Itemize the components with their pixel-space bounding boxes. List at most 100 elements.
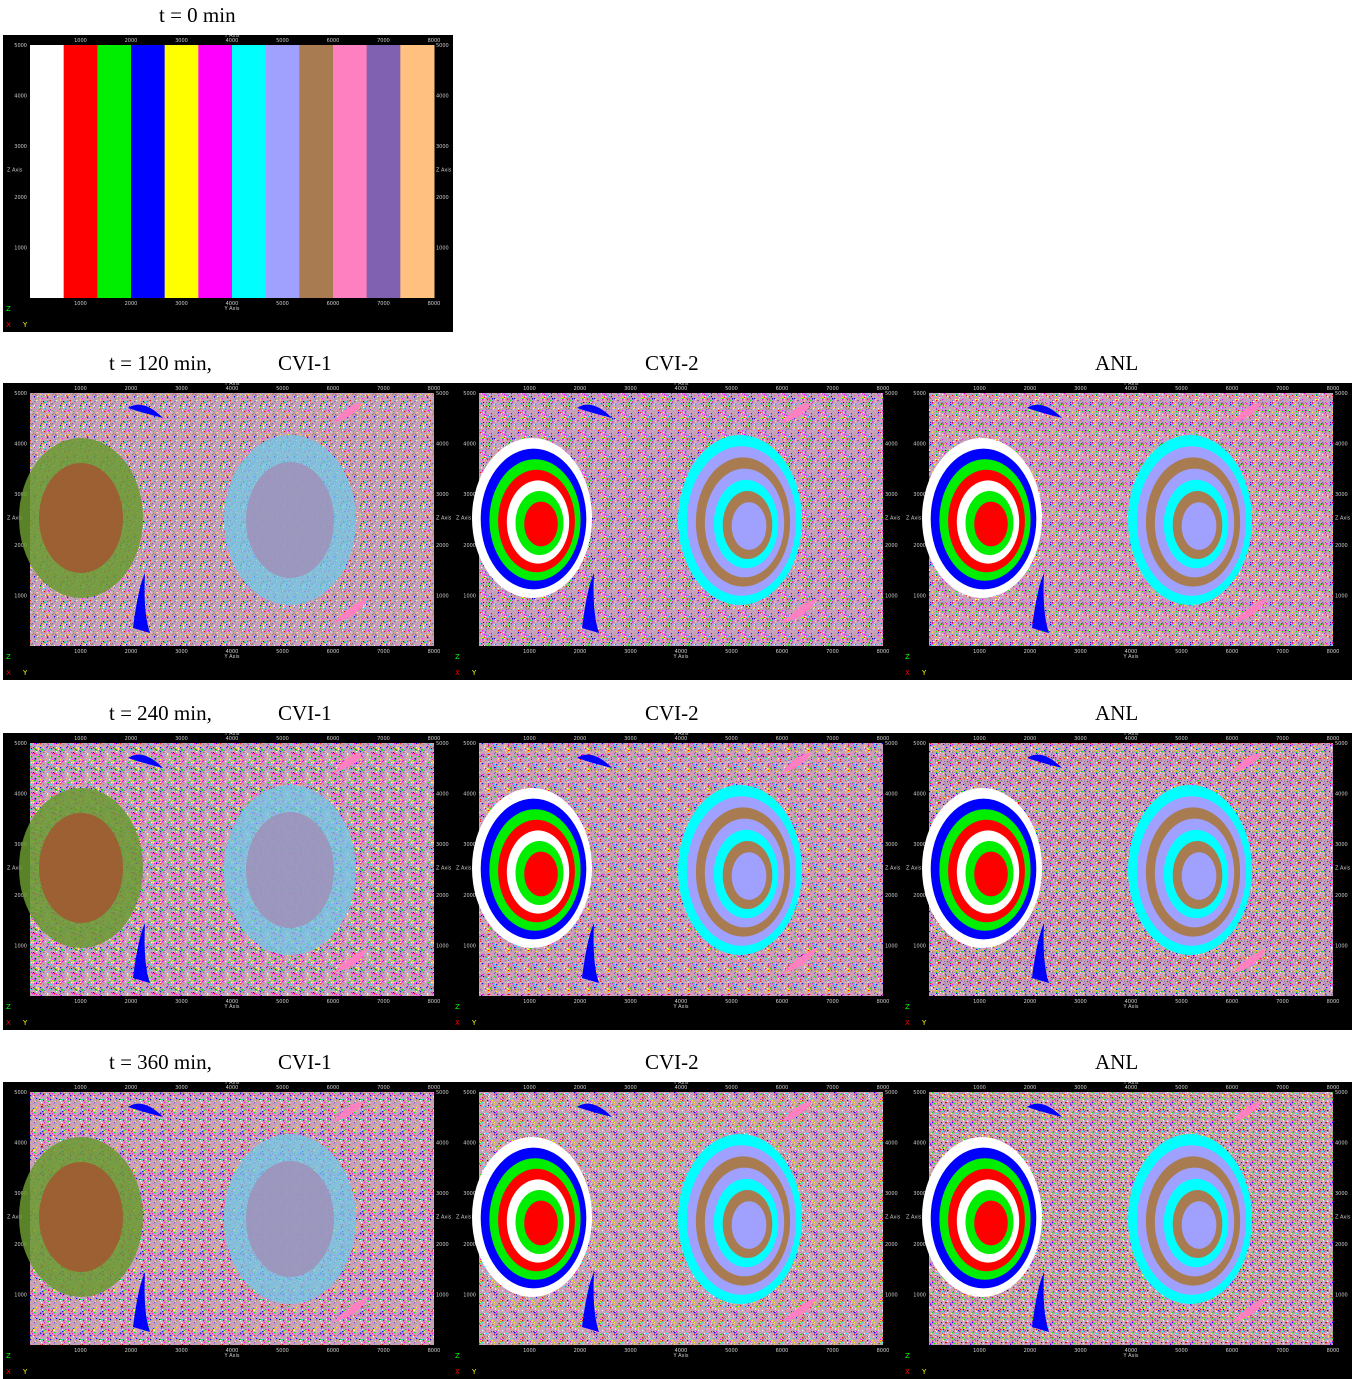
x-tick-label: 5000 <box>276 1348 289 1354</box>
y-tick-label: 5000 <box>913 741 926 747</box>
x-tick-label: 5000 <box>725 649 738 655</box>
axis-triad-label: Z <box>6 1352 11 1360</box>
x-tick-label: 7000 <box>377 736 390 742</box>
y-tick-label: 1000 <box>14 593 27 599</box>
y-tick-label: 4000 <box>436 1141 449 1147</box>
method-label: ANL <box>1095 701 1138 726</box>
y-tick-label: 5000 <box>463 1090 476 1096</box>
y-tick-label: 2000 <box>1335 1242 1348 1248</box>
x-tick-label: 2000 <box>125 301 138 307</box>
x-tick-label: 7000 <box>1276 386 1289 392</box>
x-tick-label: 6000 <box>1226 736 1239 742</box>
time-label: t = 360 min, <box>109 1050 212 1075</box>
y-tick-label: 1000 <box>436 1292 449 1298</box>
y-tick-label: 1000 <box>436 943 449 949</box>
y-axis-label: Z Axis <box>1335 1215 1351 1221</box>
x-tick-label: 6000 <box>1226 1085 1239 1091</box>
x-tick-label: 7000 <box>377 1085 390 1091</box>
x-axis-label: Y Axis <box>672 383 688 387</box>
y-tick-label: 2000 <box>436 195 449 201</box>
y-axis-label: Z Axis <box>7 168 23 174</box>
x-tick-label: 3000 <box>175 1085 188 1091</box>
y-tick-label: 1000 <box>14 1292 27 1298</box>
y-axis-label: Z Axis <box>436 516 452 522</box>
y-tick-label: 4000 <box>885 1141 898 1147</box>
x-tick-label: 2000 <box>1024 1348 1037 1354</box>
axis-triad-label: Z <box>455 653 460 661</box>
y-axis-label: Z Axis <box>906 516 922 522</box>
x-tick-label: 2000 <box>1024 999 1037 1005</box>
y-tick-label: 1000 <box>1335 593 1348 599</box>
color-stripe <box>165 45 199 298</box>
axis-triad-label: Y <box>471 669 477 677</box>
x-tick-label: 1000 <box>74 999 87 1005</box>
axis-triad-label: Y <box>921 1368 927 1376</box>
axis-triad-label: X <box>905 669 910 677</box>
left-vortex-core <box>39 813 123 923</box>
axis-triad-label: Z <box>6 653 11 661</box>
simulation-panel: 1000100020002000300030004000400050005000… <box>452 1082 902 1379</box>
x-tick-label: 5000 <box>276 386 289 392</box>
y-axis-label: Z Axis <box>1335 866 1351 872</box>
y-tick-label: 5000 <box>913 1090 926 1096</box>
axis-triad-label: Z <box>455 1352 460 1360</box>
x-axis-label: Y Axis <box>1122 733 1138 737</box>
axis-triad-label: X <box>455 1019 460 1027</box>
x-axis-label: Y Axis <box>223 383 239 387</box>
color-stripe <box>232 45 266 298</box>
y-tick-label: 1000 <box>14 245 27 251</box>
y-tick-label: 4000 <box>14 94 27 100</box>
simulation-panel: 1000100020002000300030004000400050005000… <box>3 35 453 332</box>
y-tick-label: 1000 <box>885 1292 898 1298</box>
y-tick-label: 4000 <box>913 1141 926 1147</box>
axis-triad-label: Y <box>471 1368 477 1376</box>
y-tick-label: 2000 <box>885 893 898 899</box>
x-axis-label: Y Axis <box>223 306 239 312</box>
y-tick-label: 4000 <box>463 792 476 798</box>
x-tick-label: 6000 <box>776 1085 789 1091</box>
x-tick-label: 2000 <box>574 649 587 655</box>
color-stripe <box>333 45 367 298</box>
x-tick-label: 2000 <box>574 1085 587 1091</box>
axis-triad-label: Z <box>905 1003 910 1011</box>
x-tick-label: 6000 <box>776 386 789 392</box>
x-tick-label: 3000 <box>175 38 188 44</box>
x-tick-label: 3000 <box>175 301 188 307</box>
x-axis-label: Y Axis <box>1122 654 1138 660</box>
x-tick-label: 1000 <box>973 1085 986 1091</box>
y-axis-label: Z Axis <box>885 516 901 522</box>
x-tick-label: 7000 <box>1276 999 1289 1005</box>
color-stripe <box>299 45 333 298</box>
x-tick-label: 5000 <box>725 736 738 742</box>
x-tick-label: 5000 <box>276 736 289 742</box>
y-tick-label: 3000 <box>1335 842 1348 848</box>
y-tick-label: 4000 <box>1335 442 1348 448</box>
y-tick-label: 4000 <box>463 1141 476 1147</box>
y-tick-label: 5000 <box>14 43 27 49</box>
x-tick-label: 2000 <box>574 736 587 742</box>
axis-triad-label: Z <box>455 1003 460 1011</box>
x-tick-label: 2000 <box>125 386 138 392</box>
y-axis-label: Z Axis <box>885 866 901 872</box>
x-tick-label: 1000 <box>74 301 87 307</box>
x-axis-label: Y Axis <box>223 654 239 660</box>
x-tick-label: 3000 <box>175 649 188 655</box>
y-tick-label: 4000 <box>913 442 926 448</box>
y-tick-label: 4000 <box>885 442 898 448</box>
left-vortex-ring <box>983 512 1002 538</box>
y-tick-label: 5000 <box>436 1090 449 1096</box>
left-vortex-core <box>39 1162 123 1272</box>
x-tick-label: 6000 <box>327 386 340 392</box>
figure: t = 0 min1000100020002000300030004000400… <box>0 0 1363 1379</box>
x-tick-label: 5000 <box>276 649 289 655</box>
left-vortex-ring <box>533 1211 552 1237</box>
y-tick-label: 3000 <box>885 842 898 848</box>
y-axis-label: Z Axis <box>436 866 452 872</box>
y-tick-label: 5000 <box>1335 741 1348 747</box>
y-tick-label: 1000 <box>463 1292 476 1298</box>
color-stripe <box>97 45 131 298</box>
x-tick-label: 1000 <box>973 736 986 742</box>
x-tick-label: 6000 <box>1226 1348 1239 1354</box>
y-tick-label: 2000 <box>436 1242 449 1248</box>
color-stripe <box>266 45 300 298</box>
